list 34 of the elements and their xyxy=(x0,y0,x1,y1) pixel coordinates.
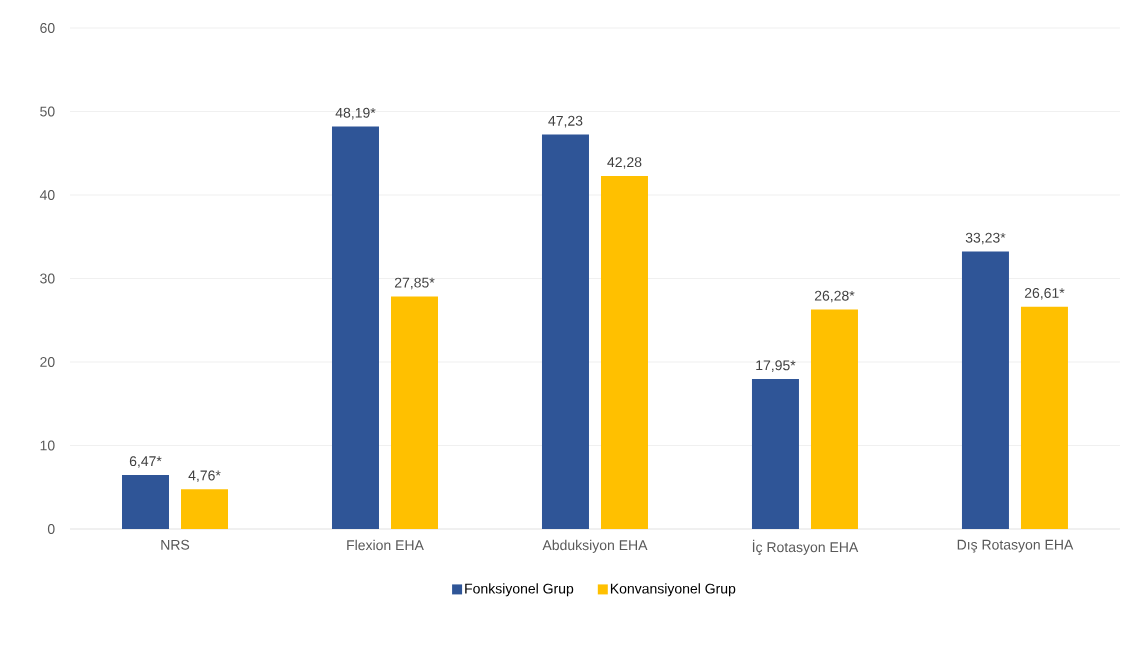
y-tick-label: 10 xyxy=(40,440,55,451)
data-label: 26,28* xyxy=(814,290,855,303)
data-label: 48,19* xyxy=(335,107,376,120)
x-tick-label: Dış Rotasyon EHA xyxy=(957,539,1074,553)
bar xyxy=(122,474,169,529)
data-label: 33,23* xyxy=(965,232,1006,245)
y-tick-label: 60 xyxy=(40,23,55,33)
x-tick-label: İç Rotasyon EHA xyxy=(752,539,859,555)
bar xyxy=(331,126,379,529)
bar xyxy=(541,134,589,529)
bar xyxy=(1020,306,1068,529)
data-label: 26,61* xyxy=(1024,288,1065,300)
y-tick-label: 40 xyxy=(39,190,55,200)
x-tick-label: Abduksiyon EHA xyxy=(542,539,648,553)
y-tick-label: 30 xyxy=(40,273,55,284)
x-tick-label: NRS xyxy=(161,539,190,550)
y-tick-label: 0 xyxy=(47,524,55,534)
data-label: 4,76* xyxy=(188,470,221,483)
data-label: 17,95* xyxy=(756,360,796,372)
legend-label: Fonksiyonel Grup xyxy=(465,583,574,597)
data-label: 27,85* xyxy=(394,277,435,290)
bar xyxy=(961,251,1009,529)
legend-label: Konvansiyonel Grup xyxy=(610,583,736,597)
bar xyxy=(751,379,799,529)
y-tick-label: 50 xyxy=(40,106,55,117)
data-label: 6,47* xyxy=(129,456,162,468)
data-label: 42,28 xyxy=(607,157,642,169)
bar xyxy=(810,309,858,529)
bar xyxy=(391,296,438,529)
y-tick-label: 20 xyxy=(40,357,55,367)
bar xyxy=(600,175,648,529)
bar xyxy=(181,489,228,529)
x-tick-label: Flexion EHA xyxy=(347,539,424,551)
data-label: 47,23 xyxy=(548,115,583,128)
